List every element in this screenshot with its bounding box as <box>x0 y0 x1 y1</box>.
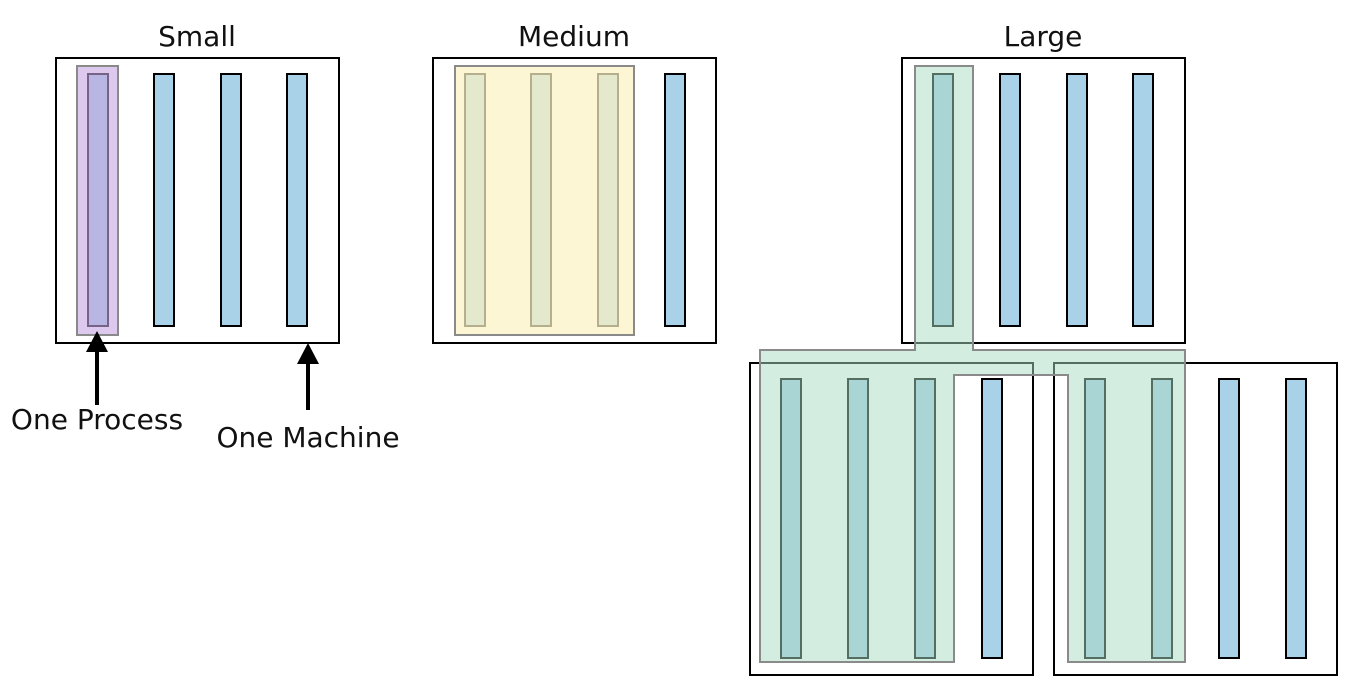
process-bar <box>1066 73 1088 327</box>
large-panel: Large <box>749 20 1338 676</box>
small-panel: Small One Process One Machine <box>11 20 400 454</box>
process-bar <box>286 73 308 327</box>
process-bar <box>220 73 242 327</box>
small-title: Small <box>158 20 236 53</box>
process-bar <box>664 73 686 327</box>
process-bar <box>981 378 1003 659</box>
up-arrow-icon <box>86 331 108 405</box>
medium-highlight <box>454 65 635 336</box>
large-title: Large <box>1004 20 1083 53</box>
process-bar <box>1132 73 1154 327</box>
process-bar <box>1285 378 1307 659</box>
medium-title: Medium <box>518 20 630 53</box>
up-arrow-icon <box>297 343 319 410</box>
large-highlight <box>759 65 1186 663</box>
medium-panel: Medium <box>432 20 717 344</box>
process-bar <box>153 73 175 327</box>
process-bar <box>999 73 1021 327</box>
one-process-label: One Process <box>11 403 183 436</box>
small-highlight <box>76 65 119 336</box>
one-machine-label: One Machine <box>216 421 399 454</box>
process-bar <box>1218 378 1240 659</box>
